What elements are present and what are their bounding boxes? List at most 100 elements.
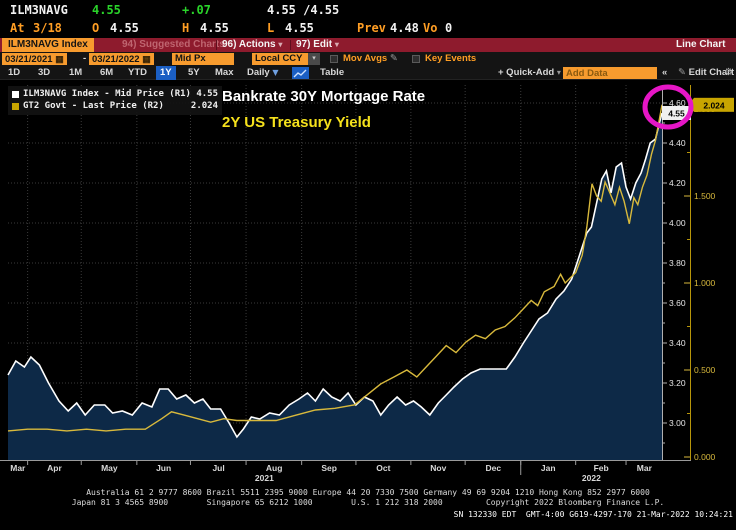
- edit-menu[interactable]: 97) Edit ▾: [296, 39, 339, 50]
- open-value: 4.55: [110, 21, 139, 35]
- pencil-icon: ✎: [678, 67, 686, 78]
- svg-text:1.000: 1.000: [694, 278, 716, 288]
- range-1d[interactable]: 1D: [8, 67, 21, 78]
- terminal-footer: Australia 61 2 9777 8600 Brazil 5511 239…: [0, 486, 736, 530]
- range-ytd[interactable]: YTD: [128, 67, 147, 78]
- svg-text:4.00: 4.00: [669, 218, 686, 228]
- pencil-icon[interactable]: ✎: [389, 53, 398, 64]
- range-1m[interactable]: 1M: [69, 67, 83, 78]
- low-label: L: [267, 21, 275, 35]
- high-value: 4.55: [200, 21, 229, 35]
- price-field-input[interactable]: Mid Px: [172, 53, 234, 65]
- bid-ask: 4.55 /4.55: [267, 3, 340, 17]
- prev-value: 4.48: [390, 21, 419, 35]
- svg-text:0.000: 0.000: [694, 452, 716, 462]
- at-value: 3/18: [33, 21, 62, 35]
- suggested-charts-menu[interactable]: 94) Suggested Charts: [122, 39, 225, 50]
- legend-item-treasury[interactable]: GT2 Govt - Last Price (R2) 2.024: [12, 100, 218, 112]
- ticker-symbol: ILM3NAVG: [10, 3, 68, 17]
- period-select[interactable]: Daily ▼: [247, 67, 279, 78]
- open-label: O: [92, 21, 100, 35]
- svg-text:3.60: 3.60: [669, 298, 686, 308]
- line-chart-icon: [293, 69, 307, 78]
- menu-separator: [216, 40, 217, 50]
- chart-legend: ILM3NAVG Index - Mid Price (R1) 4.55 GT2…: [8, 86, 222, 115]
- add-data-input[interactable]: [563, 67, 657, 79]
- dropdown-dot-icon: ▾: [334, 40, 339, 49]
- svg-text:4.20: 4.20: [669, 178, 686, 188]
- svg-text:Feb: Feb: [594, 463, 609, 473]
- table-button[interactable]: Table: [320, 67, 345, 78]
- mov-avgs-checkbox[interactable]: [330, 55, 338, 63]
- svg-text:2021: 2021: [255, 473, 274, 483]
- chart-settings-toolbar: 03/21/2021 ▦ - 03/21/2022 ▦ Mid Px Local…: [0, 52, 736, 66]
- chart-type-button[interactable]: [292, 67, 309, 79]
- range-6m[interactable]: 6M: [100, 67, 114, 78]
- price-change: +.07: [182, 3, 211, 17]
- footer-contact-line2: Japan 81 3 4565 8900 Singapore 65 6212 1…: [71, 498, 665, 507]
- calendar-icon: ▦: [55, 54, 64, 64]
- chevron-down-icon: ▾: [556, 68, 561, 77]
- svg-text:3.80: 3.80: [669, 258, 686, 268]
- svg-text:Oct: Oct: [376, 463, 390, 473]
- prev-label: Prev: [357, 21, 386, 35]
- annotation-treasury-yield: 2Y US Treasury Yield: [222, 114, 371, 131]
- svg-text:4.40: 4.40: [669, 138, 686, 148]
- svg-text:Jun: Jun: [156, 463, 171, 473]
- menu-bar: ILM3NAVG Index 94) Suggested Charts 96) …: [0, 38, 736, 52]
- key-events-checkbox[interactable]: [412, 55, 420, 63]
- chart-type-label: Line Chart: [676, 39, 726, 50]
- svg-text:3.00: 3.00: [669, 418, 686, 428]
- actions-menu[interactable]: 96) Actions ▾: [222, 39, 283, 50]
- footer-session-info: SN 132330 EDT GMT-4:00 G619-4297-170 21-…: [453, 510, 733, 519]
- currency-dropdown-arrow[interactable]: ▾: [308, 53, 320, 65]
- range-5y[interactable]: 5Y: [188, 67, 200, 78]
- svg-text:Apr: Apr: [47, 463, 62, 473]
- svg-text:4.55: 4.55: [668, 109, 685, 119]
- dropdown-dot-icon: ▾: [278, 40, 283, 49]
- gear-icon[interactable]: ⚙: [724, 67, 733, 78]
- edit-chart-button[interactable]: ✎ Edit Chart: [678, 67, 734, 78]
- svg-text:Nov: Nov: [430, 463, 446, 473]
- svg-text:4.60: 4.60: [669, 98, 686, 108]
- footer-contact-line1: Australia 61 2 9777 8600 Brazil 5511 239…: [86, 488, 650, 497]
- svg-text:Dec: Dec: [485, 463, 501, 473]
- high-label: H: [182, 21, 190, 35]
- date-from-field[interactable]: 03/21/2021 ▦: [2, 53, 67, 65]
- chevron-down-icon: ▼: [272, 68, 279, 77]
- price-chart[interactable]: Mar Apr May Jun Jul Aug Sep Oct Nov Dec Jan Feb Mar 2…: [0, 80, 736, 486]
- svg-text:Mar: Mar: [637, 463, 653, 473]
- svg-text:2022: 2022: [582, 473, 601, 483]
- svg-text:Aug: Aug: [266, 463, 283, 473]
- date-to-field[interactable]: 03/21/2022 ▦: [89, 53, 154, 65]
- at-label: At: [10, 21, 25, 35]
- range-3d[interactable]: 3D: [38, 67, 51, 78]
- range-max[interactable]: Max: [215, 67, 234, 78]
- mov-avgs-label: Mov Avgs ✎: [343, 53, 398, 64]
- range-1y-selected[interactable]: 1Y: [156, 66, 176, 80]
- volume-label: Vo: [423, 21, 438, 35]
- quick-add-button[interactable]: + Quick-Add ▾: [498, 67, 561, 78]
- legend-swatch-white: [12, 90, 19, 98]
- low-value: 4.55: [285, 21, 314, 35]
- svg-text:Sep: Sep: [321, 463, 337, 473]
- volume-value: 0: [445, 21, 453, 35]
- quote-bar: ILM3NAVG 4.55 +.07 4.55 /4.55 At 3/18 O …: [0, 0, 736, 38]
- legend-value: 2.024: [190, 101, 218, 111]
- security-tab[interactable]: ILM3NAVG Index: [2, 38, 94, 52]
- svg-text:0.500: 0.500: [694, 365, 716, 375]
- range-toolbar: 1D 3D 1M 6M YTD 1Y 5Y Max Daily ▼ Table …: [0, 66, 736, 80]
- annotation-mortgage-rate: Bankrate 30Y Mortgage Rate: [222, 88, 426, 105]
- currency-select[interactable]: Local CCY: [252, 53, 308, 65]
- legend-item-mortgage[interactable]: ILM3NAVG Index - Mid Price (R1) 4.55: [12, 88, 218, 100]
- svg-text:3.20: 3.20: [669, 378, 686, 388]
- svg-text:Jan: Jan: [541, 463, 556, 473]
- calendar-icon: ▦: [142, 54, 151, 64]
- svg-text:Jul: Jul: [212, 463, 224, 473]
- last-price: 4.55: [92, 3, 121, 17]
- date-range-separator: -: [83, 53, 87, 64]
- legend-swatch-gold: [12, 102, 19, 110]
- svg-text:3.40: 3.40: [669, 338, 686, 348]
- collapse-panel-button[interactable]: «: [662, 67, 668, 78]
- legend-value: 4.55: [196, 89, 218, 99]
